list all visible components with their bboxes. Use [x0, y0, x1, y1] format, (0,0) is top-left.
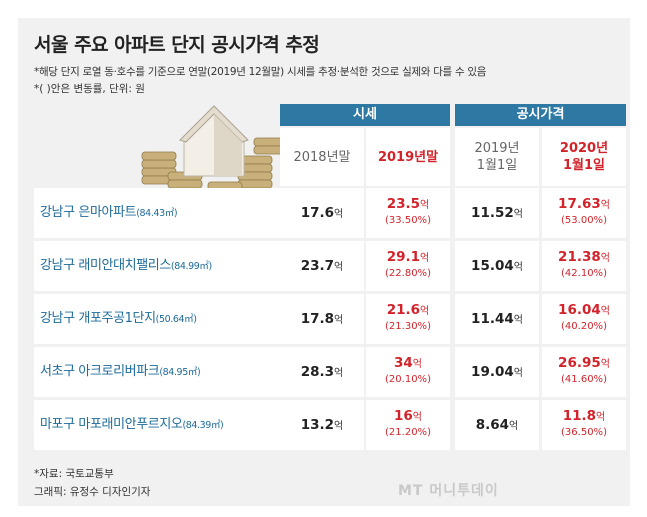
cell-market-2018: 13.2억: [280, 400, 364, 450]
cell-official-2020: 11.8억 (36.50%): [542, 400, 626, 450]
cell-official-2019: 11.44억: [455, 294, 539, 344]
footnote-basis: *해당 단지 로열 동·호수를 기준으로 연말(2019년 12월말) 시세를 …: [34, 66, 487, 78]
footnote-unit: *( )안은 변동률, 단위: 원: [34, 83, 145, 95]
house-coins-illustration: [141, 105, 285, 191]
page-title: 서울 주요 아파트 단지 공시가격 추정: [34, 34, 320, 56]
col-header-2018-end: 2018년말: [280, 128, 364, 186]
cell-market-2019: 29.1억 (22.80%): [366, 241, 450, 291]
cell-market-2018: 23.7억: [280, 241, 364, 291]
col-header-2019-jan1: 2019년 1월1일: [455, 128, 539, 186]
cell-official-2019: 8.64억: [455, 400, 539, 450]
cell-official-2020: 17.63억 (53.00%): [542, 188, 626, 238]
table-row-name: 강남구 래미안대치팰리스(84.99㎡): [34, 241, 287, 291]
col-header-2019-end: 2019년말: [366, 128, 450, 186]
cell-market-2019: 16억 (21.20%): [366, 400, 450, 450]
infographic-card: 서울 주요 아파트 단지 공시가격 추정 *해당 단지 로열 동·호수를 기준으…: [18, 18, 630, 506]
group-header-market: 시세: [280, 104, 450, 126]
cell-official-2019: 15.04억: [455, 241, 539, 291]
source-credit: *자료: 국토교통부: [34, 468, 114, 480]
col-header-2020-jan1: 2020년 1월1일: [542, 128, 626, 186]
watermark-logo: MT 머니투데이: [398, 483, 499, 499]
cell-official-2020: 21.38억 (42.10%): [542, 241, 626, 291]
cell-official-2020: 16.04억 (40.20%): [542, 294, 626, 344]
group-header-official: 공시가격: [455, 104, 626, 126]
cell-official-2019: 11.52억: [455, 188, 539, 238]
table-row-name: 마포구 마포래미안푸르지오(84.39㎡): [34, 400, 287, 450]
table-row-name: 강남구 개포주공1단지(50.64㎡): [34, 294, 287, 344]
cell-market-2018: 17.6억: [280, 188, 364, 238]
table-row-name: 강남구 은마아파트(84.43㎡): [34, 188, 287, 238]
cell-market-2018: 28.3억: [280, 347, 364, 397]
cell-official-2020: 26.95억 (41.60%): [542, 347, 626, 397]
table-row-name: 서초구 아크로리버파크(84.95㎡): [34, 347, 287, 397]
graphic-credit: 그래픽: 유정수 디자인기자: [34, 486, 151, 498]
cell-official-2019: 19.04억: [455, 347, 539, 397]
cell-market-2019: 34억 (20.10%): [366, 347, 450, 397]
cell-market-2018: 17.8억: [280, 294, 364, 344]
cell-market-2019: 23.5억 (33.50%): [366, 188, 450, 238]
cell-market-2019: 21.6억 (21.30%): [366, 294, 450, 344]
